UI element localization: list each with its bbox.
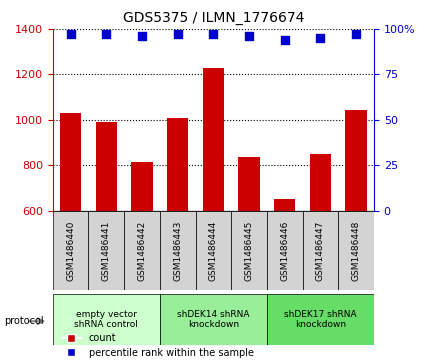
FancyBboxPatch shape	[338, 211, 374, 290]
FancyBboxPatch shape	[160, 211, 195, 290]
Title: GDS5375 / ILMN_1776674: GDS5375 / ILMN_1776674	[123, 11, 304, 25]
Point	[281, 37, 288, 43]
Bar	[131, 162, 153, 211]
Bar	[95, 122, 117, 211]
Point	[174, 32, 181, 37]
Text: GSM1486440: GSM1486440	[66, 220, 75, 281]
Text: GSM1486448: GSM1486448	[352, 220, 361, 281]
Point	[103, 32, 110, 37]
Bar	[238, 157, 260, 211]
Bar	[345, 110, 367, 211]
Text: GSM1486444: GSM1486444	[209, 220, 218, 281]
Point	[317, 35, 324, 41]
Text: GSM1486443: GSM1486443	[173, 220, 182, 281]
FancyBboxPatch shape	[160, 294, 267, 345]
Bar	[310, 154, 331, 211]
Bar	[203, 68, 224, 211]
Legend: count, percentile rank within the sample: count, percentile rank within the sample	[58, 329, 258, 362]
Text: GSM1486442: GSM1486442	[138, 220, 147, 281]
Point	[139, 33, 146, 39]
Text: GSM1486441: GSM1486441	[102, 220, 111, 281]
Text: empty vector
shRNA control: empty vector shRNA control	[74, 310, 138, 329]
Text: shDEK17 shRNA
knockdown: shDEK17 shRNA knockdown	[284, 310, 357, 329]
Point	[246, 33, 253, 39]
FancyBboxPatch shape	[267, 294, 374, 345]
Bar	[274, 199, 296, 211]
FancyBboxPatch shape	[195, 211, 231, 290]
FancyBboxPatch shape	[124, 211, 160, 290]
Bar	[167, 118, 188, 211]
Point	[352, 32, 359, 37]
FancyBboxPatch shape	[53, 211, 88, 290]
FancyBboxPatch shape	[231, 211, 267, 290]
Point	[67, 32, 74, 37]
FancyBboxPatch shape	[267, 211, 303, 290]
FancyBboxPatch shape	[88, 211, 124, 290]
FancyBboxPatch shape	[303, 211, 338, 290]
FancyBboxPatch shape	[53, 294, 160, 345]
Text: protocol: protocol	[4, 316, 44, 326]
Bar	[60, 113, 81, 211]
Text: GSM1486446: GSM1486446	[280, 220, 289, 281]
Text: GSM1486445: GSM1486445	[245, 220, 253, 281]
Text: shDEK14 shRNA
knockdown: shDEK14 shRNA knockdown	[177, 310, 249, 329]
Text: GSM1486447: GSM1486447	[316, 220, 325, 281]
Point	[210, 32, 217, 37]
